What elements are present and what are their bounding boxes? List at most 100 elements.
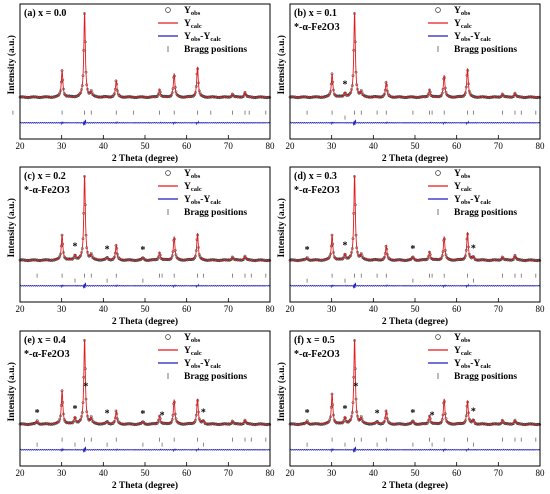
legend-label: Ycalc <box>454 346 472 357</box>
calculated-line <box>20 175 270 261</box>
panel-label: (b) x = 0.1 <box>294 8 337 19</box>
observed-point <box>462 256 466 260</box>
observed-point <box>192 257 196 260</box>
panel-label: (c) x = 0.2 <box>24 171 66 182</box>
difference-line <box>289 119 541 126</box>
panel-label: (a) x = 0.0 <box>24 8 66 19</box>
x-tick-label: 40 <box>99 468 109 478</box>
observed-point <box>141 420 145 424</box>
y-axis-label: Intensity (a.u.) <box>276 362 287 421</box>
legend-label: Yobs-Ycalc <box>454 32 491 43</box>
xrd-panel-5: * * * * * * * 20 30 40 50 60 70 80 2 Theta (degree) Int… <box>276 330 546 491</box>
impurity-star: * <box>305 408 310 419</box>
impurity-star: * <box>160 410 165 421</box>
impurity-star: * <box>105 245 110 256</box>
legend-label: Bragg positions <box>184 208 247 218</box>
legend-obs-marker <box>165 170 171 176</box>
x-axis-label: 2 Theta (degree) <box>382 316 448 327</box>
calculated-line <box>290 339 540 425</box>
x-tick-label: 70 <box>494 141 504 151</box>
impurity-note: *-α-Fe2O3 <box>24 185 70 196</box>
x-tick-label: 20 <box>286 304 296 314</box>
observed-point <box>77 419 81 423</box>
x-tick-label: 20 <box>16 304 26 314</box>
x-axis-label: 2 Theta (degree) <box>112 480 178 491</box>
calculated-line <box>20 12 270 98</box>
x-tick-label: 60 <box>452 141 462 151</box>
x-tick-label: 70 <box>224 141 234 151</box>
impurity-star: * <box>353 382 358 393</box>
y-axis-label: Intensity (a.u.) <box>6 362 17 421</box>
observed-point <box>156 256 160 260</box>
x-tick-label: 50 <box>411 141 421 151</box>
x-tick-label: 40 <box>369 304 379 314</box>
impurity-star: * <box>410 244 415 255</box>
xrd-panel-1: * 20 30 40 50 60 70 80 2 Theta (degree) Intensity… <box>276 3 545 164</box>
legend-label: Bragg positions <box>454 45 517 55</box>
y-axis-label: Intensity (a.u.) <box>6 35 17 94</box>
panel-label: (e) x = 0.4 <box>24 335 66 346</box>
xrd-panel-2: * * * 20 30 40 50 60 70 80 2 Theta (degree) Intensi… <box>6 166 276 327</box>
x-tick-label: 50 <box>141 468 151 478</box>
x-tick-label: 60 <box>182 141 192 151</box>
impurity-star: * <box>73 404 78 415</box>
impurity-star: * <box>430 410 435 421</box>
calculated-line <box>290 175 540 261</box>
impurity-star: * <box>471 407 476 418</box>
x-tick-label: 50 <box>411 468 421 478</box>
x-tick-label: 80 <box>266 304 276 314</box>
legend-label: Bragg positions <box>184 372 247 382</box>
impurity-star: * <box>375 409 380 420</box>
x-tick-label: 20 <box>16 141 26 151</box>
observed-point <box>57 256 61 260</box>
observed-point <box>141 256 145 260</box>
x-tick-label: 20 <box>286 141 296 151</box>
impurity-star: * <box>410 408 415 419</box>
observed-point <box>192 421 196 424</box>
x-tick-label: 80 <box>266 141 276 151</box>
legend-label: Ycalc <box>184 346 202 357</box>
x-tick-label: 80 <box>536 468 546 478</box>
x-tick-label: 70 <box>224 468 234 478</box>
legend-label: Ycalc <box>184 182 202 193</box>
legend-obs-marker <box>435 334 441 340</box>
difference-line <box>289 446 541 453</box>
calculated-line <box>290 12 540 98</box>
x-axis-label: 2 Theta (degree) <box>112 316 178 327</box>
difference-line <box>19 446 271 453</box>
observed-point <box>469 256 473 259</box>
panel-label: (d) x = 0.3 <box>294 171 337 182</box>
observed-point <box>192 93 196 97</box>
x-tick-label: 20 <box>286 468 296 478</box>
impurity-star: * <box>105 409 110 420</box>
legend-label: Yobs-Ycalc <box>184 32 221 43</box>
legend-label: Yobs <box>454 6 471 17</box>
xrd-panel-4: * * * * * * * 20 30 40 50 60 70 80 2 Theta (degree) Int… <box>6 330 275 491</box>
x-tick-label: 40 <box>99 141 109 151</box>
observed-point <box>473 420 476 424</box>
calculated-line <box>20 339 270 425</box>
legend-obs-marker <box>165 7 171 13</box>
observed-point <box>109 95 113 99</box>
x-tick-label: 20 <box>16 468 26 478</box>
xrd-panel-3: * * * * 20 30 40 50 60 70 80 2 Theta (degree) Intens… <box>276 166 546 327</box>
legend-label: Bragg positions <box>454 372 517 382</box>
x-tick-label: 30 <box>57 304 67 314</box>
impurity-star: * <box>201 407 206 418</box>
x-axis-label: 2 Theta (degree) <box>382 153 448 164</box>
impurity-star: * <box>343 79 348 90</box>
legend-label: Yobs <box>454 169 471 180</box>
legend-obs-marker <box>165 334 171 340</box>
observed-point <box>347 255 351 259</box>
observed-point <box>71 420 75 424</box>
x-tick-label: 30 <box>327 468 337 478</box>
legend-label: Yobs-Ycalc <box>454 359 491 370</box>
observed-point <box>77 255 81 259</box>
observed-point <box>326 94 330 98</box>
x-tick-label: 60 <box>182 304 192 314</box>
legend-label: Ycalc <box>454 182 472 193</box>
x-tick-label: 80 <box>536 304 546 314</box>
legend-label: Ycalc <box>184 19 202 30</box>
x-tick-label: 70 <box>494 304 504 314</box>
impurity-note: *-α-Fe2O3 <box>24 349 70 360</box>
